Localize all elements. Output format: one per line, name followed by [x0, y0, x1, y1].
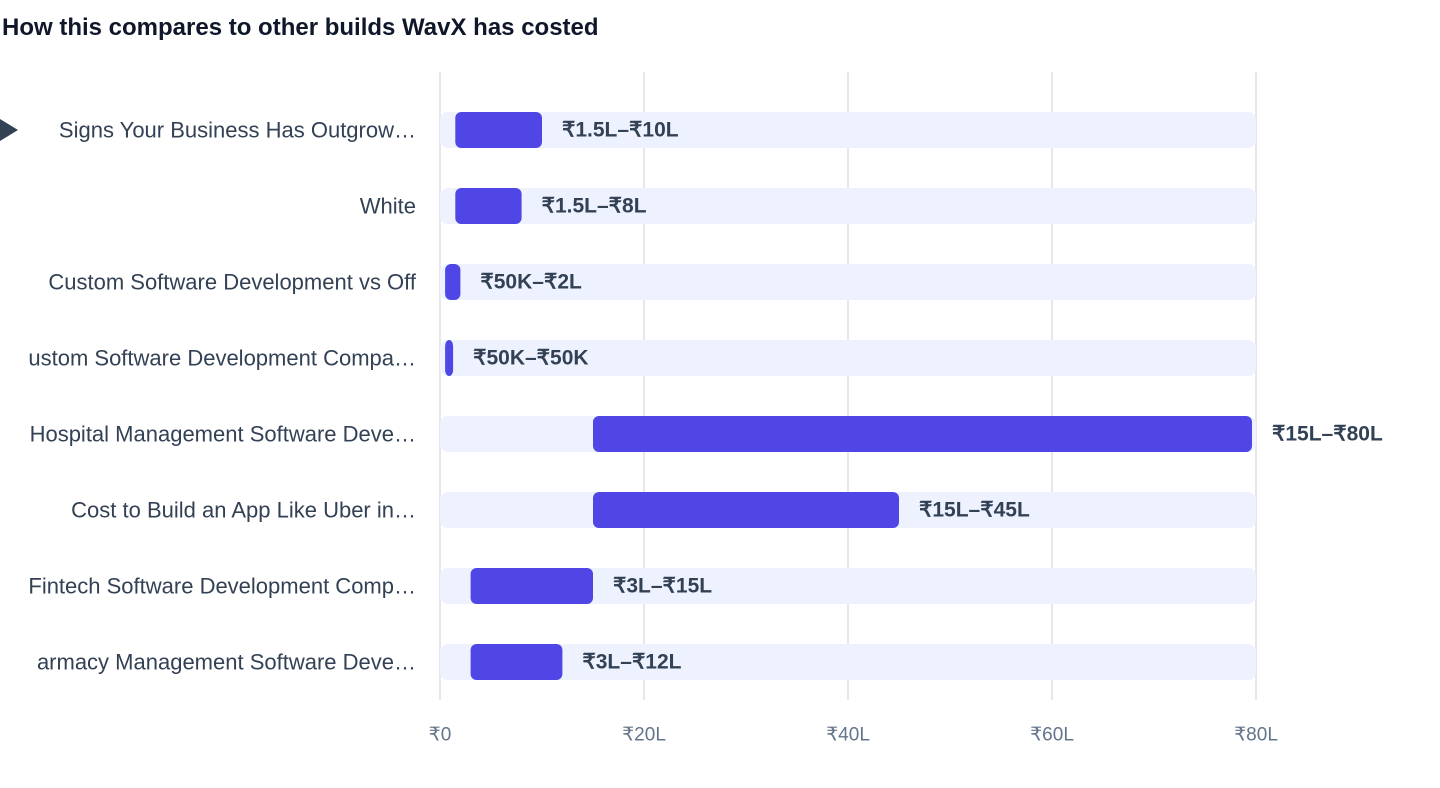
value-label: ₹3L–₹12L — [582, 651, 681, 674]
value-label: ₹50K–₹2L — [480, 271, 582, 294]
bar-row: ₹1.5L–₹8L White — [360, 188, 1256, 224]
value-label: ₹1.5L–₹8L — [542, 195, 647, 218]
range-bar[interactable] — [445, 340, 454, 376]
bar-row: ₹1.5L–₹10L Signs Your Business Has Outgro… — [0, 112, 1256, 148]
range-bar[interactable] — [593, 492, 899, 528]
range-bar[interactable] — [455, 188, 522, 224]
x-tick-label: ₹60L — [1030, 725, 1074, 746]
range-bar[interactable] — [455, 112, 542, 148]
bar-track — [440, 188, 1256, 224]
bar-track — [440, 568, 1256, 604]
value-label: ₹15L–₹45L — [919, 499, 1030, 522]
bar-track — [440, 112, 1256, 148]
bar-row: ₹50K–₹50K ustom Software Development Comp… — [28, 340, 1256, 376]
gridlines — [439, 72, 1257, 700]
category-label: Signs Your Business Has Outgrow… — [59, 118, 416, 143]
current-item-marker-icon — [0, 119, 18, 141]
bar-row: ₹3L–₹12L armacy Management Software Deve… — [37, 644, 1256, 680]
bar-row: ₹50K–₹2L Custom Software Development vs O… — [48, 264, 1256, 300]
bar-track — [440, 644, 1256, 680]
range-bar[interactable] — [445, 264, 461, 300]
category-label: Cost to Build an App Like Uber in… — [71, 498, 416, 523]
value-label: ₹15L–₹80L — [1272, 423, 1383, 446]
x-tick-label: ₹20L — [622, 725, 666, 746]
category-label: Custom Software Development vs Off — [48, 270, 417, 295]
x-tick-label: ₹0 — [429, 725, 452, 746]
category-label: armacy Management Software Deve… — [37, 650, 416, 675]
x-tick-label: ₹80L — [1234, 725, 1278, 746]
value-label: ₹1.5L–₹10L — [562, 119, 679, 142]
x-axis: ₹0 ₹20L ₹40L ₹60L ₹80L — [429, 725, 1278, 746]
bar-row: ₹3L–₹15L Fintech Software Development Com… — [28, 568, 1256, 604]
category-label: ustom Software Development Compa… — [28, 346, 416, 371]
chart-title: How this compares to other builds WavX h… — [2, 14, 599, 41]
category-label: Hospital Management Software Deve… — [30, 422, 416, 447]
category-label: White — [360, 194, 416, 219]
range-bar[interactable] — [470, 644, 563, 680]
value-label: ₹3L–₹15L — [613, 575, 712, 598]
bar-row: ₹15L–₹80L Hospital Management Software De… — [30, 416, 1383, 452]
bar-track — [440, 340, 1256, 376]
bar-row: ₹15L–₹45L Cost to Build an App Like Uber … — [71, 492, 1256, 528]
bar-track — [440, 264, 1256, 300]
category-label: Fintech Software Development Comp… — [28, 574, 416, 599]
x-tick-label: ₹40L — [826, 725, 870, 746]
value-label: ₹50K–₹50K — [473, 347, 588, 370]
range-bar[interactable] — [593, 416, 1252, 452]
range-bar[interactable] — [470, 568, 593, 604]
